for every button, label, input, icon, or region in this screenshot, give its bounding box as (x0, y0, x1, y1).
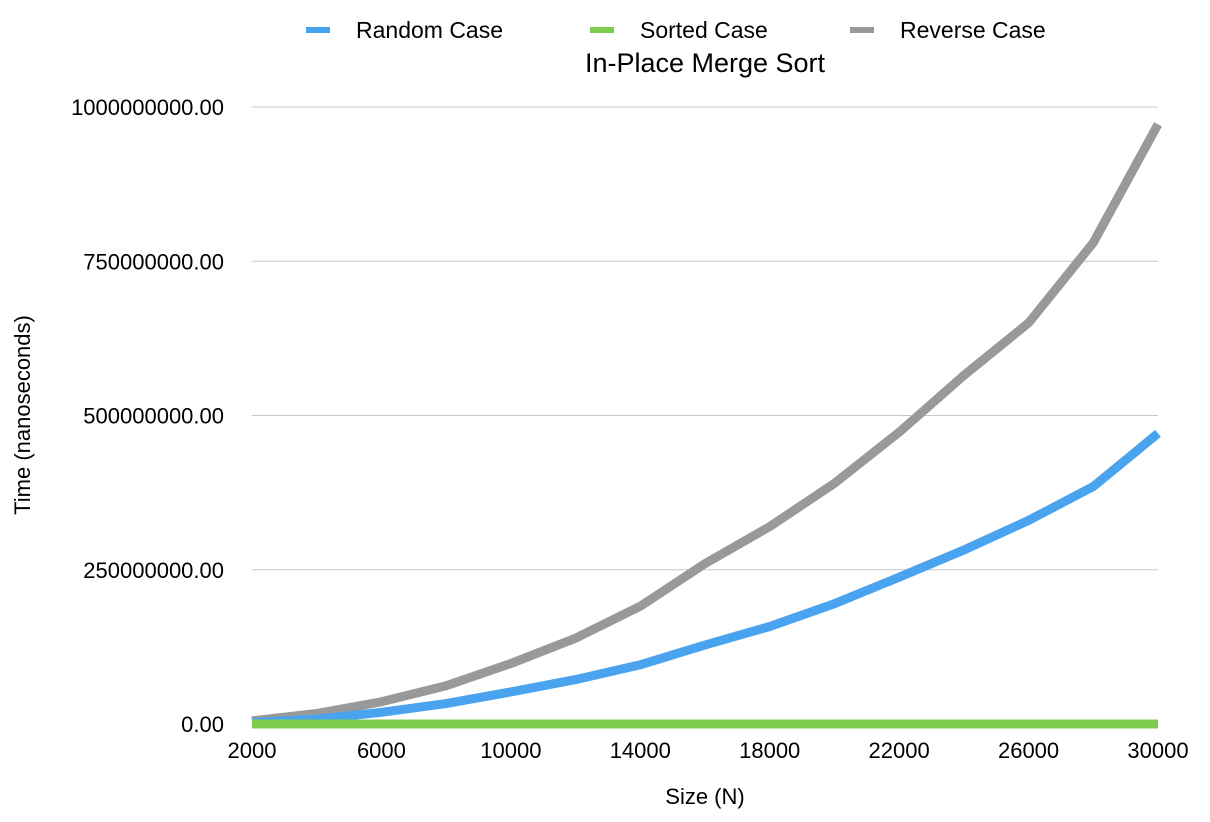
y-tick-label: 500000000.00 (83, 404, 224, 429)
chart-title: In-Place Merge Sort (585, 48, 826, 78)
legend-label-reverse-case: Reverse Case (900, 17, 1046, 43)
y-tick-label: 1000000000.00 (71, 95, 224, 120)
x-tick-label: 14000 (610, 738, 671, 763)
series-lines (251, 122, 1162, 729)
y-tick-label: 750000000.00 (83, 249, 224, 274)
x-tick-label: 26000 (998, 738, 1059, 763)
y-axis-label: Time (nanoseconds) (10, 315, 35, 515)
x-tick-label: 2000 (228, 738, 277, 763)
x-tick-label: 6000 (357, 738, 406, 763)
legend-label-random-case: Random Case (356, 17, 503, 43)
x-tick-label: 22000 (869, 738, 930, 763)
x-axis-ticks: 2000 6000 10000 14000 18000 22000 26000 30000 (228, 738, 1189, 763)
x-axis-label: Size (N) (665, 784, 744, 809)
legend: Random Case Sorted Case Reverse Case (306, 17, 1046, 43)
x-tick-label: 18000 (739, 738, 800, 763)
y-tick-label: 0.00 (181, 712, 224, 737)
legend-label-sorted-case: Sorted Case (640, 17, 768, 43)
y-axis-ticks: 0.00 250000000.00 500000000.00 750000000.00… (71, 95, 224, 737)
x-tick-label: 10000 (480, 738, 541, 763)
y-tick-label: 250000000.00 (83, 558, 224, 583)
series-line-reverse-case (251, 122, 1162, 726)
x-tick-label: 30000 (1127, 738, 1188, 763)
gridlines (252, 106, 1158, 725)
series-line-random-case (251, 429, 1161, 728)
